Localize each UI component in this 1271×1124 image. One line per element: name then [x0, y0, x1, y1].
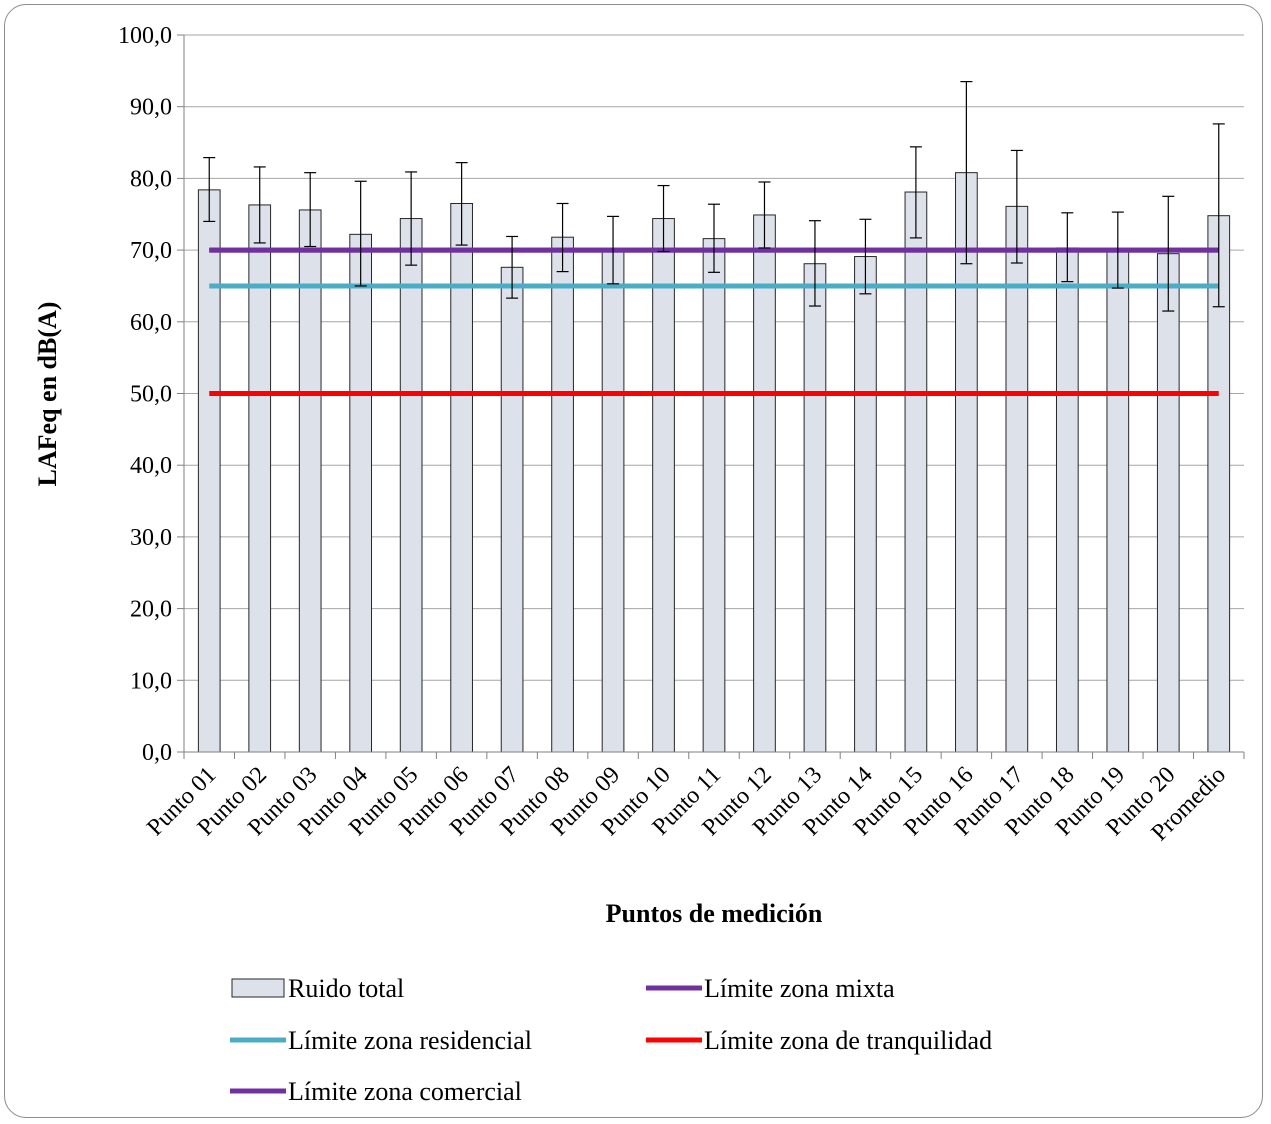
legend-label: Límite zona comercial [288, 1077, 522, 1106]
y-tick-label: 10,0 [130, 668, 172, 694]
bar [1156, 253, 1180, 753]
y-tick-label: 0,0 [142, 740, 172, 766]
bar [500, 266, 524, 753]
y-tick-label: 100,0 [118, 23, 172, 49]
bar [652, 218, 675, 753]
bar [1106, 249, 1130, 753]
axes [177, 34, 1245, 759]
y-tick-label: 50,0 [130, 382, 172, 408]
bar [349, 233, 373, 753]
legend-label: Límite zona residencial [288, 1026, 532, 1055]
y-tick-label: 90,0 [130, 95, 172, 121]
bar [197, 189, 221, 753]
y-tick-label: 40,0 [130, 453, 172, 479]
y-tick-label: 60,0 [130, 310, 172, 336]
legend-label: Límite zona mixta [704, 974, 895, 1003]
bar [854, 256, 877, 753]
y-tick-labels: 0,0 10,0 20,0 30,0 40,0 50,0 60,0 70,0 80,0 90,0 1… [118, 23, 172, 766]
y-tick-label: 80,0 [130, 166, 172, 192]
legend-swatch [231, 978, 285, 998]
bar [803, 263, 827, 753]
bar [702, 238, 726, 753]
bar [298, 209, 322, 753]
legend-label: Ruido total [288, 974, 404, 1003]
x-axis-title: Puntos de medición [606, 899, 823, 928]
bar [399, 218, 423, 753]
bar [1055, 247, 1079, 753]
y-tick-label: 20,0 [130, 597, 172, 623]
legend-label: Límite zona de tranquilidad [704, 1026, 992, 1055]
bar [904, 191, 928, 753]
error-bars [203, 81, 1225, 312]
y-tick-label: 30,0 [130, 525, 172, 551]
bar [551, 236, 574, 753]
y-axis-title: LAFeq en dB(A) [33, 302, 62, 487]
legend: Ruido total Límite zona mixta Límite zona … [230, 974, 992, 1106]
bar [601, 249, 625, 753]
y-tick-label: 70,0 [130, 238, 172, 264]
bar [753, 214, 776, 753]
